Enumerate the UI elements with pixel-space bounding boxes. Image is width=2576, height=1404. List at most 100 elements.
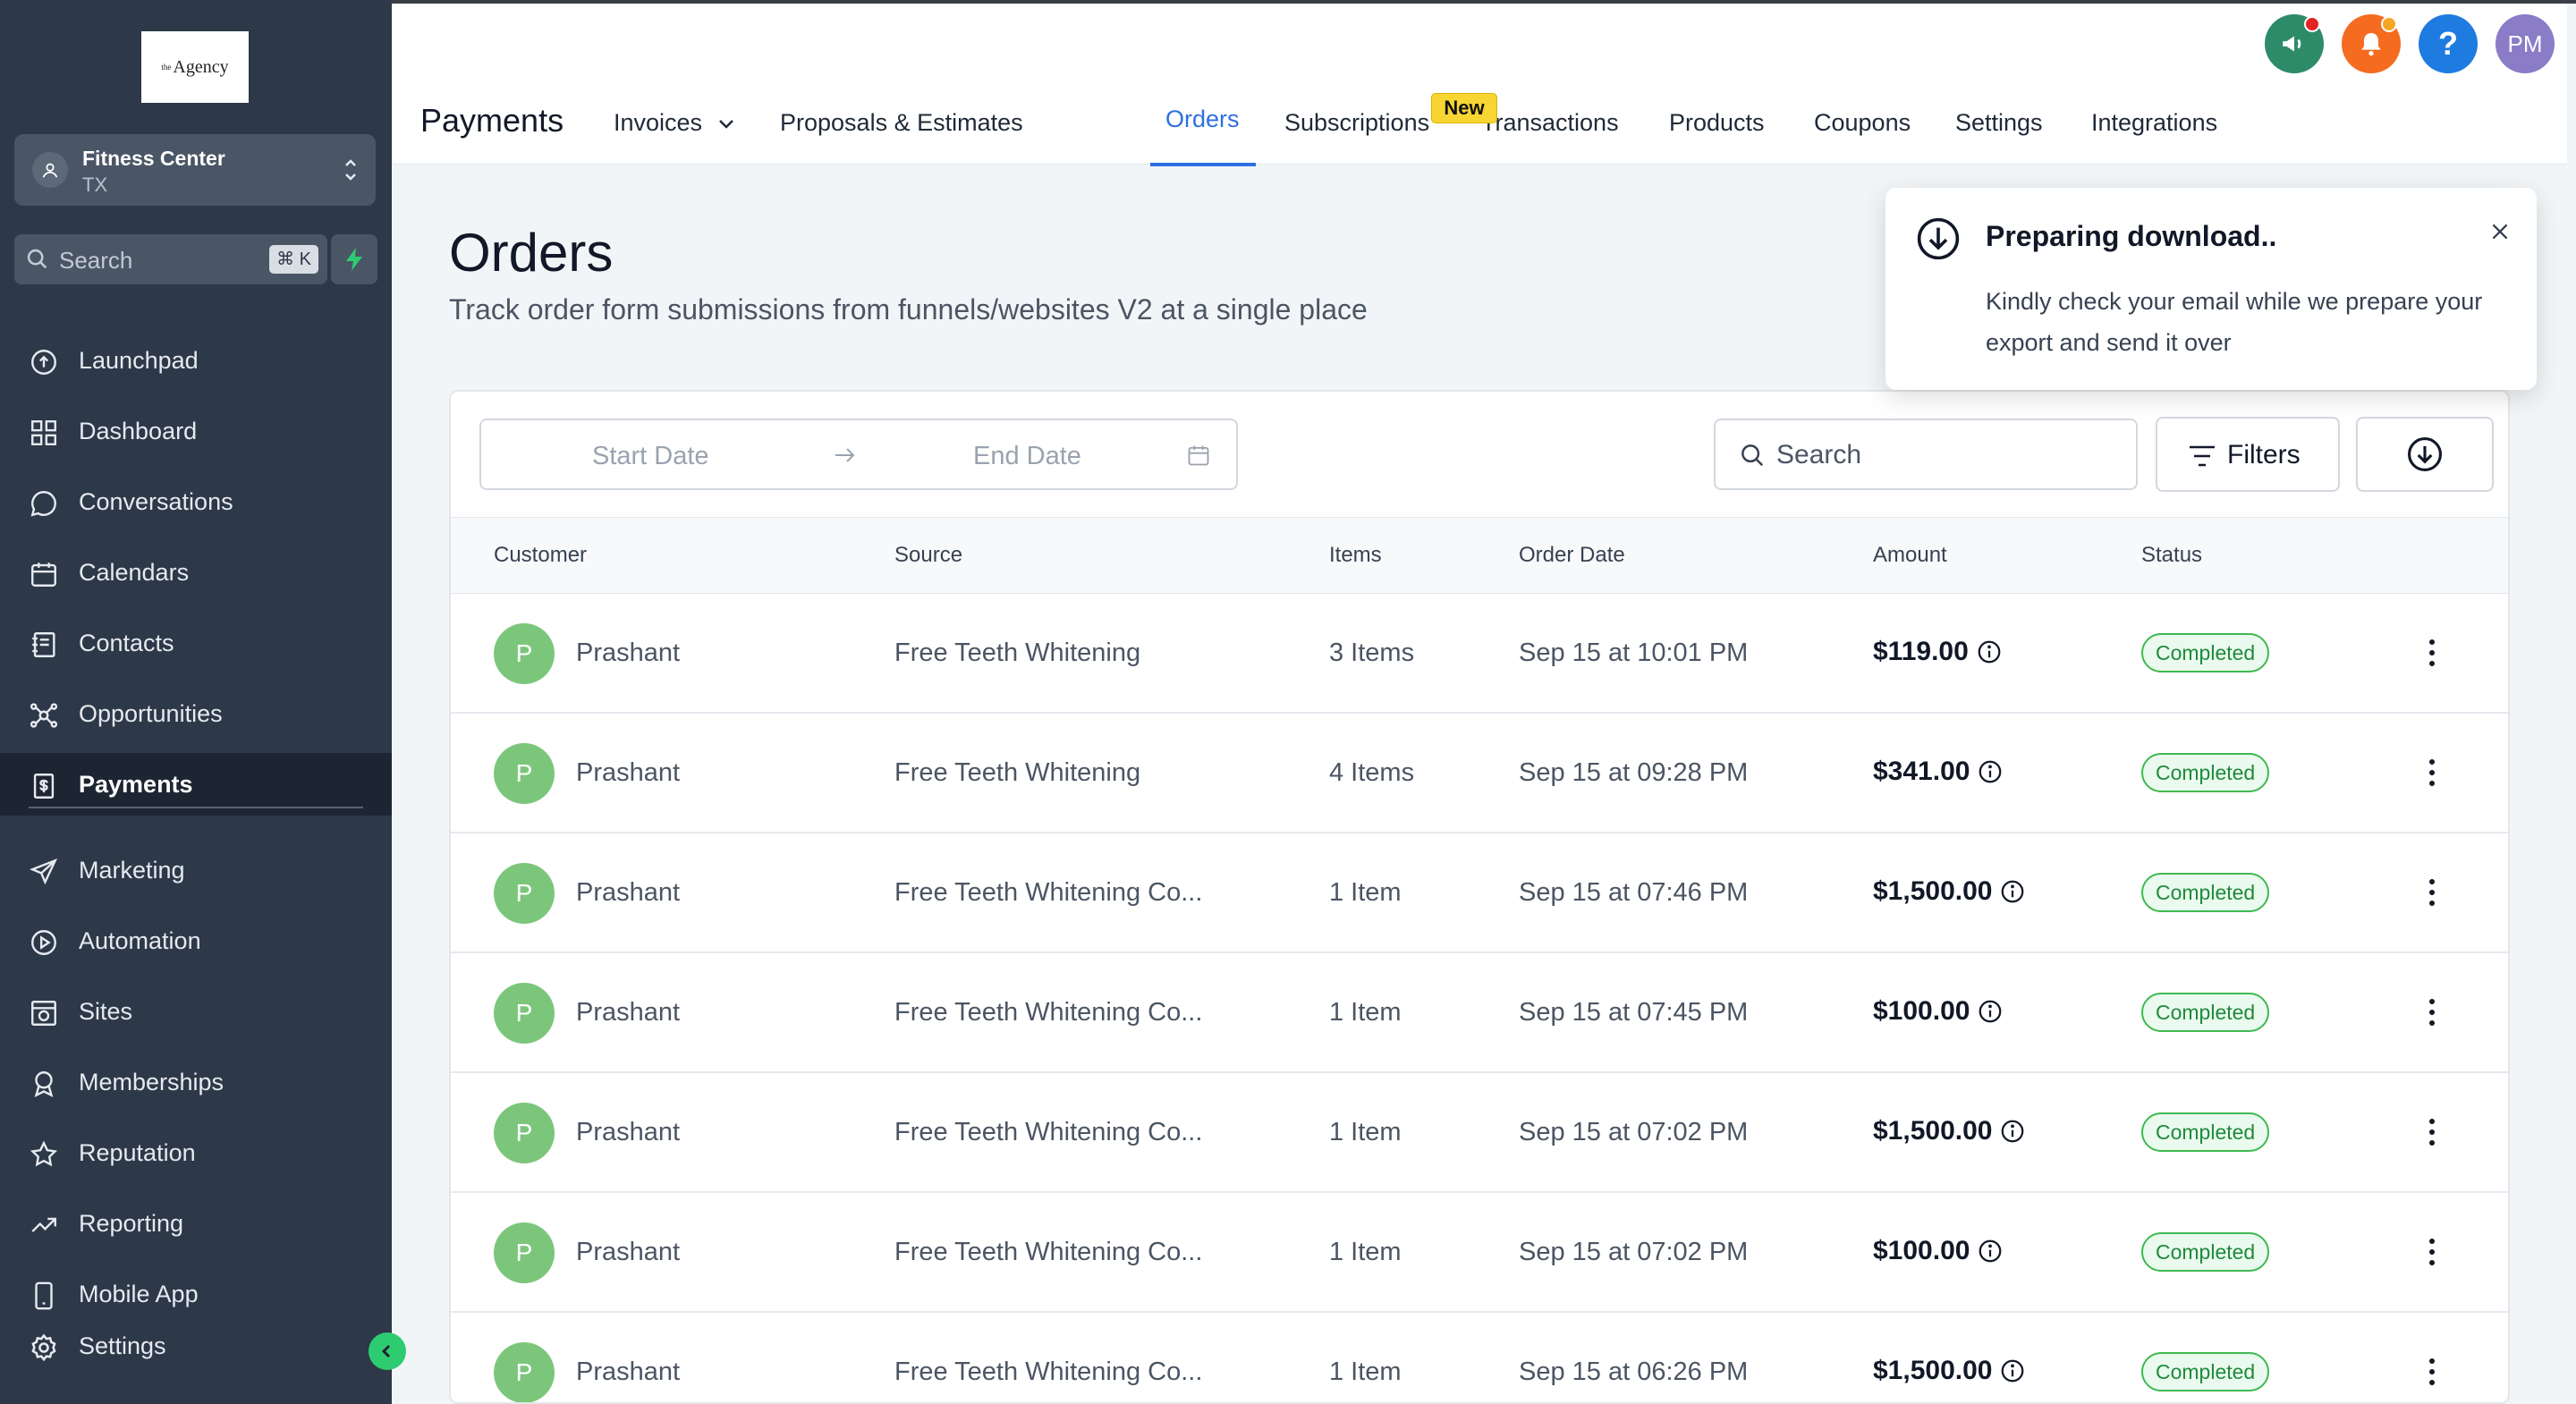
active-tab-indicator [1150, 163, 1256, 166]
sidebar-item-label: Conversations [79, 488, 233, 515]
info-icon[interactable] [1999, 1357, 2026, 1384]
info-icon[interactable] [1977, 998, 2004, 1025]
table-row[interactable]: P Prashant Free Teeth Whitening 4 Items Sep … [451, 714, 2508, 833]
sidebar-item-contacts[interactable]: Contacts [0, 612, 392, 674]
order-items: 3 Items [1329, 639, 1415, 667]
sidebar-item-automation[interactable]: Automation [0, 909, 392, 972]
sidebar-item-memberships[interactable]: Memberships [0, 1051, 392, 1113]
customer-name[interactable]: Prashant [576, 1118, 681, 1146]
table-row[interactable]: P Prashant Free Teeth Whitening Co... 1 Ite… [451, 1193, 2508, 1313]
column-header-amount[interactable]: Amount [1873, 543, 1947, 567]
row-actions-button[interactable] [2419, 994, 2445, 1030]
announcements-button[interactable] [2265, 14, 2324, 73]
sidebar-item-mobile-app[interactable]: Mobile App [0, 1263, 392, 1325]
order-amount: $1,500.00 [1873, 1116, 2026, 1146]
star-icon [29, 1139, 58, 1168]
order-date: Sep 15 at 07:45 PM [1519, 998, 1749, 1027]
table-row[interactable]: P Prashant Free Teeth Whitening 3 Items Sep … [451, 594, 2508, 714]
sidebar-item-calendars[interactable]: Calendars [0, 541, 392, 604]
sidebar-item-conversations[interactable]: Conversations [0, 470, 392, 533]
location-sub: TX [82, 173, 108, 196]
tab-orders[interactable]: Orders [1165, 106, 1240, 132]
customer-name[interactable]: Prashant [576, 878, 681, 907]
info-icon[interactable] [1977, 1238, 2004, 1264]
column-header-status[interactable]: Status [2141, 543, 2203, 567]
collapse-sidebar-button[interactable] [369, 1332, 406, 1370]
sidebar-item-settings[interactable]: Settings [0, 1315, 392, 1377]
tab-integrations[interactable]: Integrations [2091, 109, 2218, 136]
date-range-picker[interactable]: Start Date End Date [479, 419, 1238, 490]
order-amount: $1,500.00 [1873, 876, 2026, 907]
tab-products[interactable]: Products [1669, 109, 1765, 136]
close-toast-button[interactable] [2488, 220, 2512, 248]
tab-coupons[interactable]: Coupons [1814, 109, 1911, 136]
column-header-customer[interactable]: Customer [494, 543, 588, 567]
info-icon[interactable] [1976, 639, 2003, 665]
filter-lines-icon [2188, 444, 2216, 473]
row-actions-button[interactable] [2419, 1114, 2445, 1150]
amount-value: $341.00 [1873, 757, 1970, 786]
user-avatar[interactable]: PM [2496, 14, 2555, 73]
kebab-menu-icon [2429, 999, 2435, 1026]
customer-name[interactable]: Prashant [576, 639, 681, 667]
row-actions-button[interactable] [2419, 875, 2445, 910]
table-row[interactable]: P Prashant Free Teeth Whitening Co... 1 Ite… [451, 1073, 2508, 1193]
column-header-items[interactable]: Items [1329, 543, 1382, 567]
location-switcher[interactable]: Fitness Center TX [14, 134, 376, 206]
sidebar-item-payments[interactable]: Payments [0, 753, 392, 816]
amount-value: $100.00 [1873, 996, 1970, 1026]
column-header-order-date[interactable]: Order Date [1519, 543, 1625, 567]
tab-subscriptions[interactable]: Subscriptions [1284, 109, 1430, 136]
amount-value: $1,500.00 [1873, 1116, 1993, 1146]
tab-proposals-estimates[interactable]: Proposals & Estimates [780, 109, 1023, 136]
status-badge: Completed [2141, 1352, 2270, 1391]
info-icon[interactable] [1977, 758, 2004, 785]
notifications-button[interactable] [2342, 14, 2401, 73]
order-amount: $100.00 [1873, 1236, 2004, 1266]
sidebar-item-dashboard[interactable]: Dashboard [0, 400, 392, 462]
customer-avatar: P [494, 1342, 555, 1402]
row-actions-button[interactable] [2419, 755, 2445, 791]
order-date: Sep 15 at 10:01 PM [1519, 639, 1749, 667]
row-actions-button[interactable] [2419, 635, 2445, 671]
customer-avatar: P [494, 983, 555, 1044]
sidebar-search[interactable]: Search ⌘ K [14, 234, 327, 284]
order-items: 1 Item [1329, 878, 1402, 907]
customer-name[interactable]: Prashant [576, 998, 681, 1027]
quick-action-button[interactable] [331, 234, 377, 284]
customer-name[interactable]: Prashant [576, 1357, 681, 1386]
sidebar-item-opportunities[interactable]: Opportunities [0, 682, 392, 745]
sidebar-item-launchpad[interactable]: Launchpad [0, 329, 392, 392]
tab-invoices[interactable]: Invoices [614, 109, 734, 137]
order-date: Sep 15 at 09:28 PM [1519, 758, 1749, 787]
help-button[interactable]: ? [2419, 14, 2478, 73]
orders-search-input[interactable]: Search [1714, 419, 2138, 490]
table-row[interactable]: P Prashant Free Teeth Whitening Co... 1 Ite… [451, 833, 2508, 953]
sidebar-item-sites[interactable]: Sites [0, 980, 392, 1043]
kebab-menu-icon [2429, 879, 2435, 906]
kebab-menu-icon [2429, 759, 2435, 786]
grid-icon [29, 418, 57, 446]
table-row[interactable]: P Prashant Free Teeth Whitening Co... 1 Ite… [451, 1313, 2508, 1402]
info-icon[interactable] [1999, 1118, 2026, 1145]
table-row[interactable]: P Prashant Free Teeth Whitening Co... 1 Ite… [451, 953, 2508, 1073]
customer-name[interactable]: Prashant [576, 758, 681, 787]
tab-settings[interactable]: Settings [1955, 109, 2043, 136]
row-actions-button[interactable] [2419, 1354, 2445, 1390]
sidebar-item-marketing[interactable]: Marketing [0, 839, 392, 901]
agency-logo[interactable]: the Agency [141, 31, 249, 103]
sidebar-item-reporting[interactable]: Reporting [0, 1192, 392, 1255]
contacts-icon [29, 630, 57, 658]
order-source: Free Teeth Whitening Co... [894, 1357, 1203, 1386]
row-actions-button[interactable] [2419, 1234, 2445, 1270]
filters-button[interactable]: Filters [2156, 417, 2340, 492]
automation-icon [29, 927, 57, 956]
download-button[interactable] [2356, 417, 2494, 492]
info-icon[interactable] [1999, 878, 2026, 905]
customer-name[interactable]: Prashant [576, 1238, 681, 1266]
tab-transactions[interactable]: Transactions [1481, 109, 1619, 136]
sidebar-item-reputation[interactable]: Reputation [0, 1121, 392, 1184]
status-badge: Completed [2141, 993, 2270, 1032]
column-header-source[interactable]: Source [894, 543, 963, 567]
amount-value: $100.00 [1873, 1236, 1970, 1265]
